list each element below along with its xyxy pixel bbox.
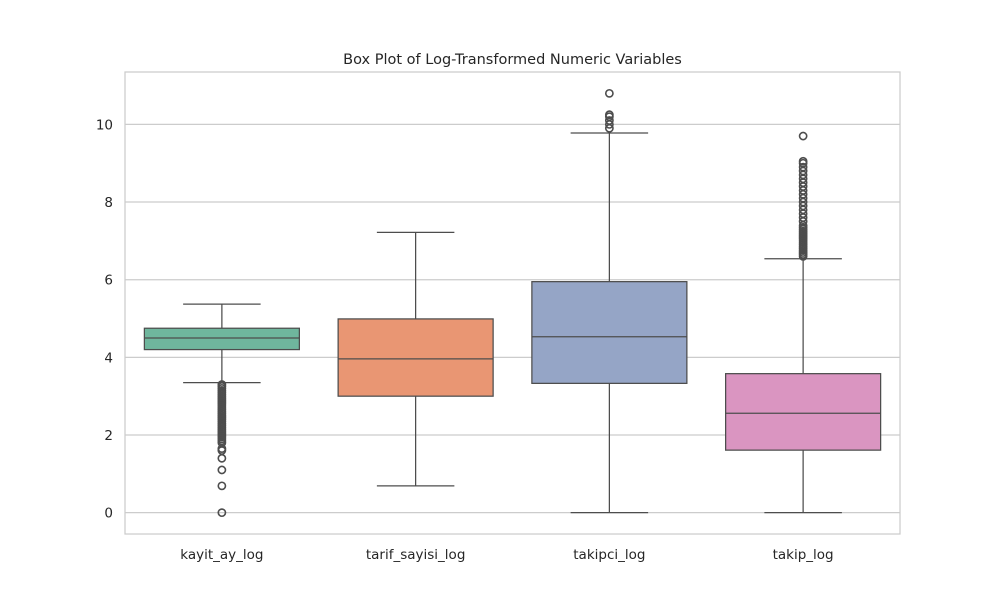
outlier-point bbox=[798, 156, 808, 166]
y-tick-label: 8 bbox=[104, 195, 113, 211]
x-category-label: takipci_log bbox=[573, 547, 645, 563]
y-tick-label: 10 bbox=[96, 117, 113, 133]
x-category-label: kayit_ay_log bbox=[180, 547, 263, 563]
chart-title: Box Plot of Log-Transformed Numeric Vari… bbox=[343, 52, 682, 68]
plot-area-frame bbox=[124, 71, 901, 535]
outlier-point bbox=[604, 116, 614, 125]
iqr-box bbox=[531, 281, 688, 384]
y-tick-label: 4 bbox=[104, 350, 113, 366]
x-axis-category-labels: kayit_ay_log tarif_sayisi_log takipci_log t… bbox=[180, 547, 833, 563]
y-tick-label: 6 bbox=[104, 273, 113, 289]
x-category-label: tarif_sayisi_log bbox=[366, 547, 466, 563]
box-takip_log bbox=[725, 131, 882, 514]
y-axis-tick-labels: 0 2 4 6 8 10 bbox=[96, 117, 113, 521]
x-category-label: takip_log bbox=[773, 547, 834, 563]
y-tick-label: 2 bbox=[104, 428, 113, 444]
outlier-point bbox=[217, 481, 227, 491]
box-tarif_sayisi_log bbox=[337, 231, 494, 487]
outlier-point bbox=[798, 162, 808, 172]
outlier-point bbox=[217, 508, 227, 518]
outlier-point bbox=[798, 131, 808, 141]
box-takipci_log bbox=[531, 88, 688, 514]
iqr-box bbox=[143, 327, 300, 351]
box-series bbox=[143, 88, 882, 518]
iqr-box bbox=[725, 373, 882, 451]
outlier-point bbox=[217, 453, 227, 463]
outlier-point bbox=[604, 110, 614, 120]
iqr-box bbox=[337, 318, 494, 397]
outlier-point bbox=[604, 88, 614, 98]
y-tick-label: 0 bbox=[104, 506, 113, 522]
box-kayit_ay_log bbox=[143, 303, 300, 518]
outlier-point bbox=[217, 465, 227, 475]
